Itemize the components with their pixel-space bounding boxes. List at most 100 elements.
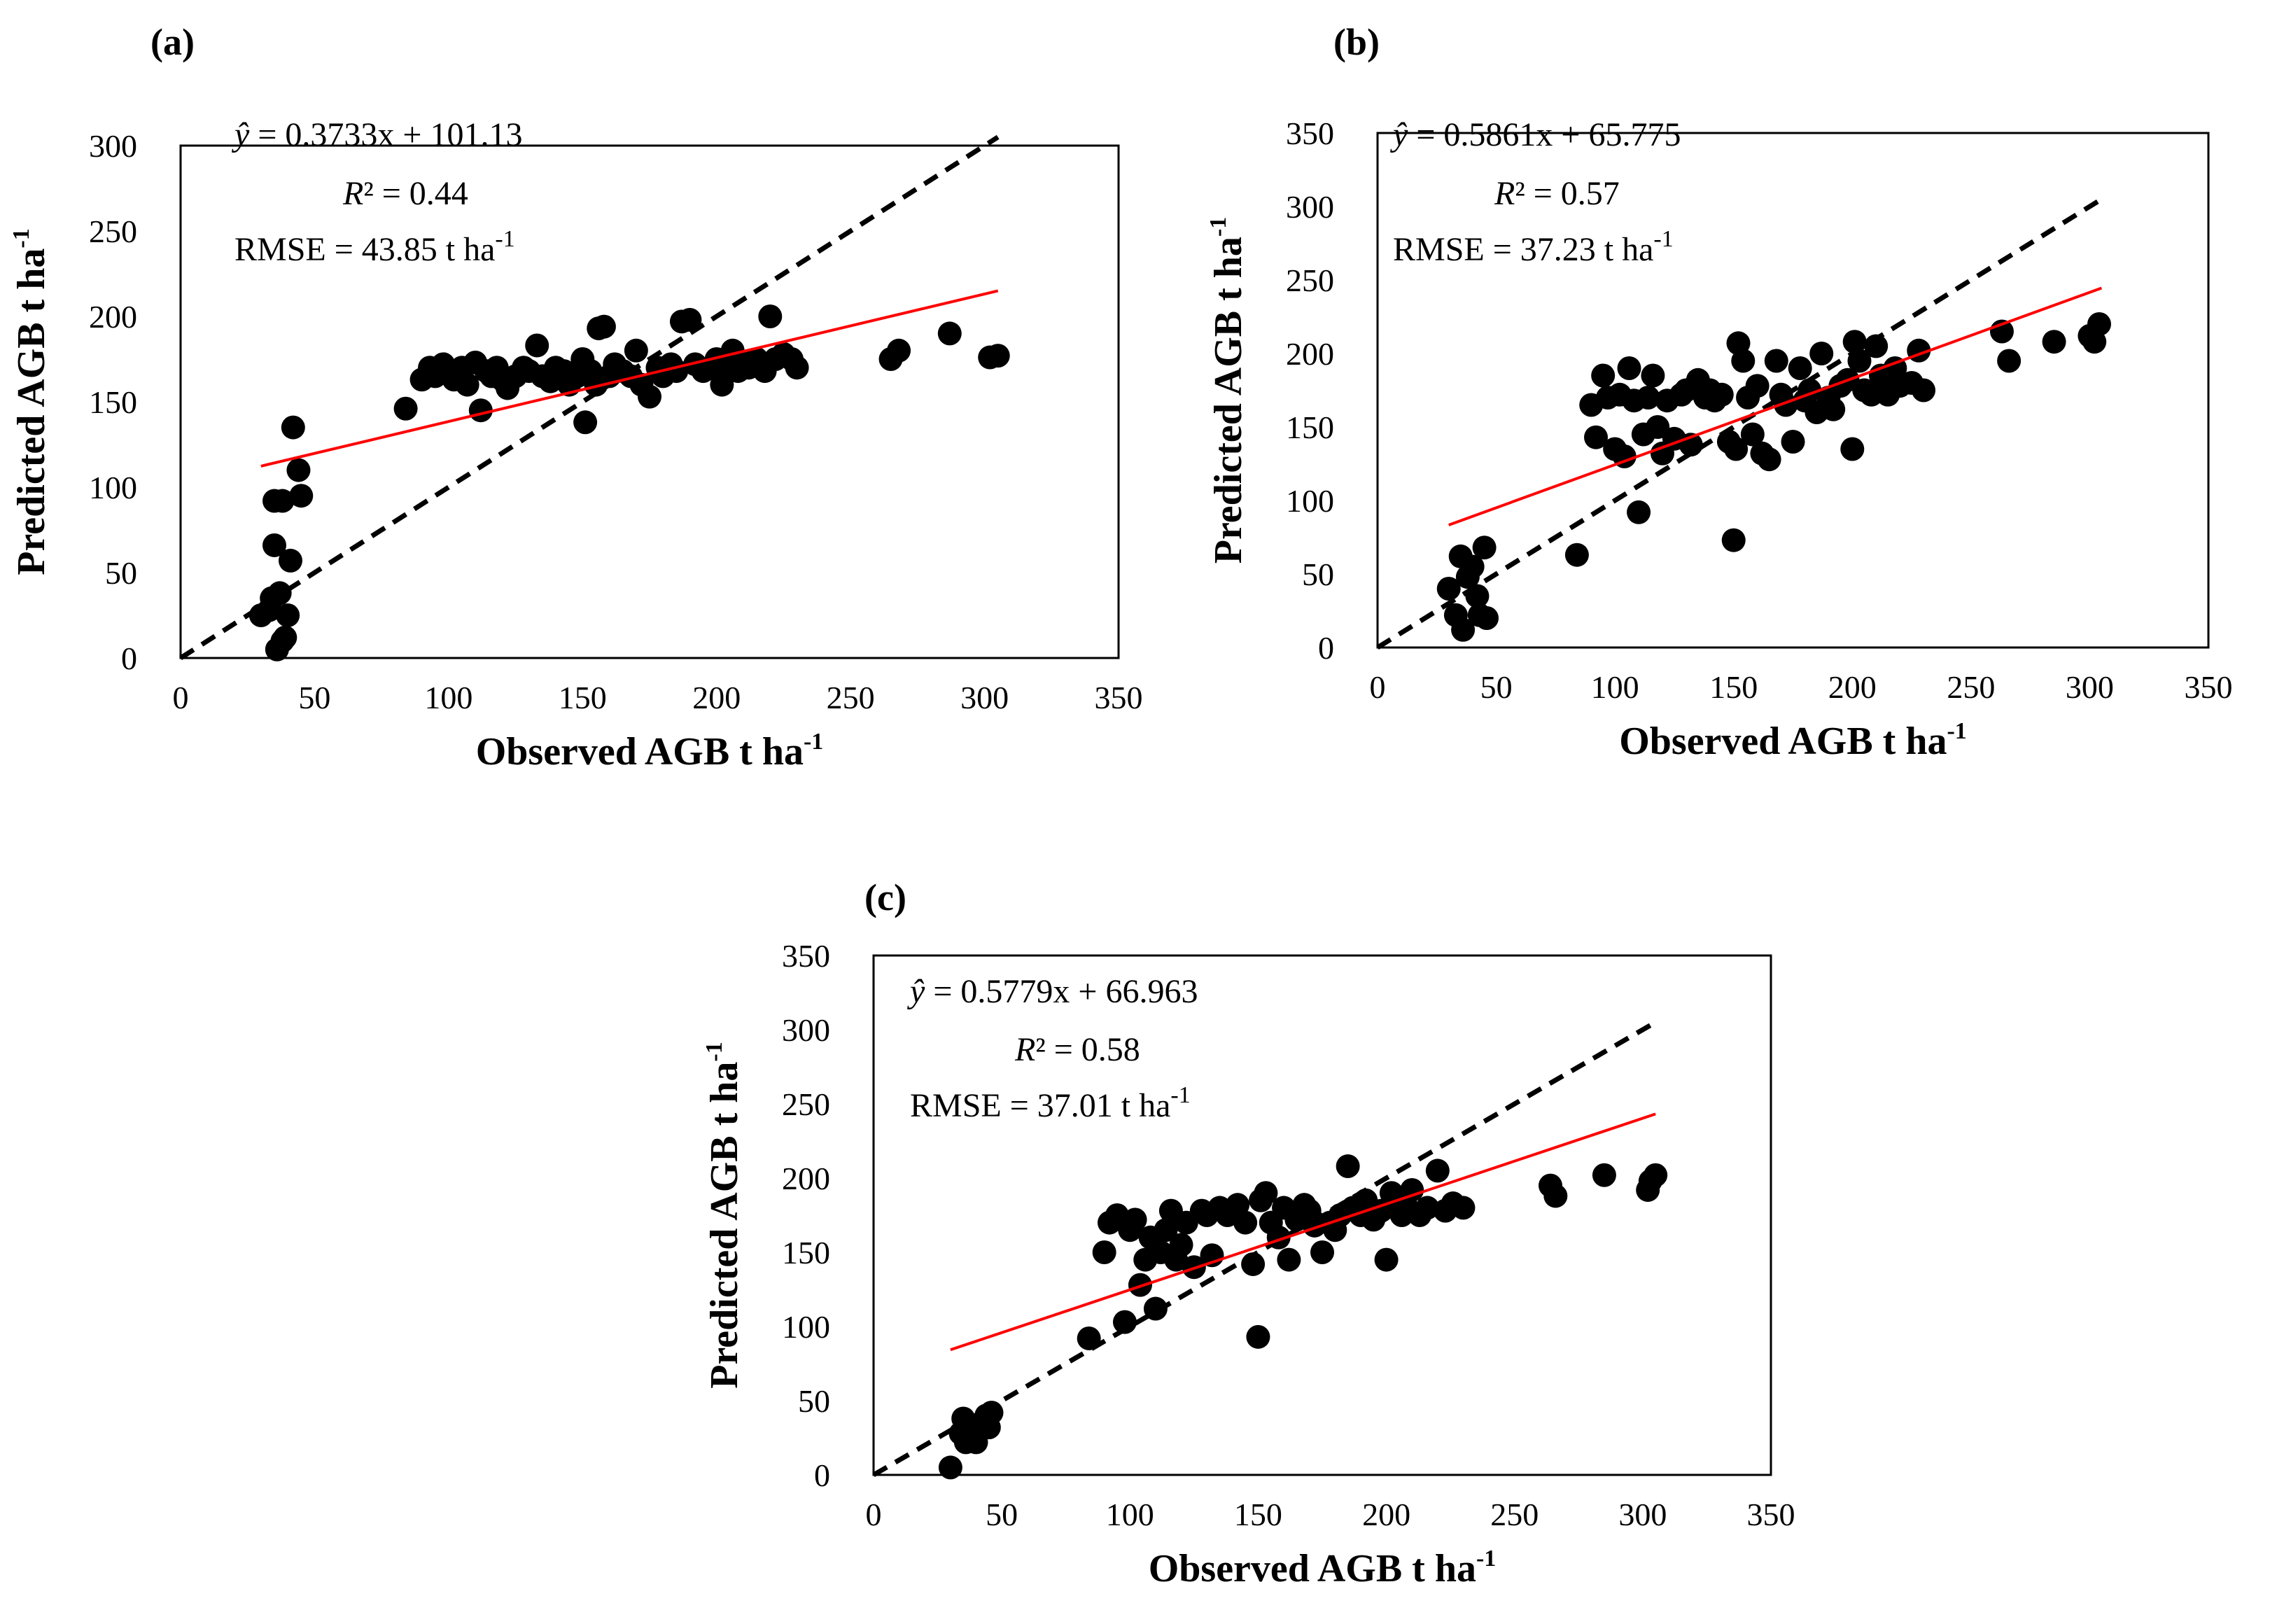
rmse-label: RMSE = 43.85 t ha-1	[234, 226, 515, 268]
plot-frame	[872, 954, 1772, 1476]
fit-line	[260, 289, 999, 468]
x-tick-label: 350	[1747, 1497, 1795, 1532]
data-point	[624, 338, 648, 363]
data-point	[525, 333, 549, 358]
x-axis-title-text: Observed AGB t ha	[1619, 720, 1947, 763]
y-tick-label: 150	[782, 1235, 830, 1270]
x-tick-label: 0	[866, 1497, 882, 1532]
data-point	[1840, 437, 1865, 461]
rmse-text: RMSE = 37.01 t ha	[910, 1087, 1170, 1124]
y-tick-label: 350	[1286, 115, 1334, 151]
data-point	[1721, 528, 1746, 552]
data-point	[758, 304, 783, 328]
data-point	[2087, 312, 2111, 336]
y-axis-title-text: Predicted AGB t ha	[703, 1062, 746, 1389]
plot-frame	[179, 144, 1120, 659]
y-tick-label: 50	[105, 555, 137, 591]
x-tick-label: 100	[424, 680, 472, 715]
data-point	[573, 410, 598, 435]
data-point	[1425, 1158, 1450, 1183]
data-point	[678, 307, 702, 332]
rmse-superscript: -1	[495, 226, 514, 252]
x-tick-label: 0	[1370, 669, 1386, 705]
x-tick-label: 150	[1234, 1497, 1282, 1532]
x-tick-label: 250	[827, 680, 875, 715]
y-axis-title-text: Predicted AGB t ha	[10, 248, 53, 575]
data-point	[1475, 606, 1499, 630]
data-point	[1591, 363, 1616, 388]
x-tick-label: 200	[692, 680, 741, 715]
data-point	[887, 338, 911, 363]
data-point	[1592, 1163, 1616, 1187]
data-point	[1997, 349, 2022, 373]
y-tick-label: 250	[89, 214, 137, 249]
data-point	[1472, 536, 1497, 560]
y-tick-label: 0	[121, 640, 137, 676]
fit-line	[1448, 286, 2103, 526]
r-squared-label: R² = 0.58	[1014, 1031, 1140, 1068]
y-tick-label: 100	[89, 470, 137, 505]
y-tick-label: 100	[782, 1309, 830, 1345]
data-point	[1112, 1310, 1137, 1334]
r-squared-symbol: R	[1014, 1031, 1035, 1068]
equation-text: = 0.5779x + 66.963	[925, 973, 1198, 1010]
data-point	[1859, 382, 1884, 407]
x-tick-label: 350	[2185, 669, 2233, 705]
y-tick-label: 200	[782, 1161, 830, 1196]
data-point	[1233, 1210, 1258, 1235]
y-tick-label: 250	[1286, 262, 1334, 298]
data-point	[289, 484, 314, 508]
data-point	[1809, 342, 1834, 365]
fit-line	[950, 1112, 1656, 1352]
data-point	[785, 356, 809, 380]
x-axis-title-superscript: -1	[1947, 718, 1966, 744]
y-tick-label: 300	[89, 128, 137, 164]
y-tick-label: 50	[798, 1383, 830, 1419]
chart-panel-1: 0 50 100 150 200 250 300 350 0 50 100 150 200 250 300 O…	[8, 21, 1143, 774]
data-point	[1246, 1324, 1270, 1349]
data-point	[1336, 1154, 1360, 1179]
data-point	[1154, 1218, 1178, 1242]
data-point	[1451, 1196, 1476, 1220]
data-point	[273, 625, 297, 650]
data-point	[1277, 1247, 1301, 1272]
data-point	[1821, 397, 1846, 421]
panel-label: (c)	[864, 876, 906, 918]
data-point	[979, 1400, 1004, 1424]
equation-text: = 0.3733x + 101.13	[249, 116, 522, 153]
data-point	[1400, 1177, 1424, 1202]
data-point	[1709, 382, 1734, 407]
equation-label: ŷ = 0.5779x + 66.963	[906, 973, 1198, 1010]
x-tick-label: 150	[1709, 669, 1758, 705]
data-point	[1724, 437, 1749, 461]
equation-label: ŷ = 0.5861x + 65.775	[1389, 116, 1681, 153]
x-axis-title: Observed AGB t ha-1	[1619, 718, 1967, 763]
x-tick-label: 100	[1591, 669, 1639, 705]
x-axis-title-text: Observed AGB t ha	[476, 730, 804, 774]
data-point	[1543, 1184, 1568, 1208]
plot-frame	[1376, 132, 2210, 649]
x-tick-label: 100	[1106, 1497, 1154, 1532]
data-point	[1731, 349, 1756, 373]
x-tick-label: 50	[1480, 669, 1513, 705]
data-point	[270, 489, 295, 513]
y-tick-label: 200	[89, 299, 137, 335]
y-tick-label: 150	[89, 384, 137, 420]
data-point	[1641, 363, 1665, 388]
rmse-label: RMSE = 37.01 t ha-1	[910, 1082, 1191, 1124]
data-point	[278, 548, 302, 573]
y-axis-title-text: Predicted AGB t ha	[1207, 237, 1250, 564]
data-point	[1644, 1163, 1668, 1187]
data-point	[710, 372, 734, 397]
equation-yhat: ŷ	[906, 973, 925, 1010]
panel-label: (b)	[1333, 21, 1380, 63]
y-tick-label: 350	[782, 938, 830, 974]
data-point	[1764, 349, 1788, 373]
y-axis-title-superscript: -1	[1205, 217, 1231, 237]
x-axis-title: Observed AGB t ha-1	[476, 729, 824, 774]
data-point	[393, 396, 418, 421]
x-tick-label: 250	[1490, 1497, 1539, 1532]
data-point	[1374, 1247, 1399, 1272]
data-point	[455, 372, 479, 397]
r-squared-value: ² = 0.57	[1515, 175, 1619, 212]
